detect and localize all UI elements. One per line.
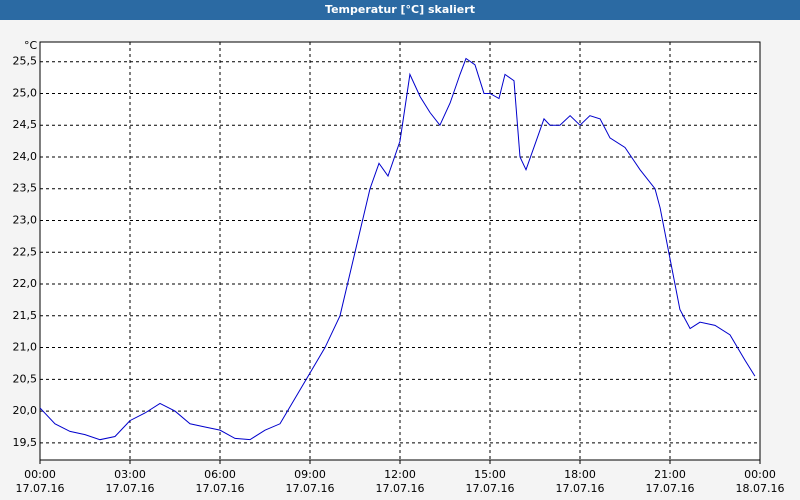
y-tick-label: 22,0	[13, 277, 38, 290]
data-line	[39, 57, 756, 441]
y-tick-label: 24,5	[13, 118, 38, 131]
x-tick-label: 06:00 17.07.16	[195, 468, 245, 495]
y-tick-label: 23,0	[13, 214, 38, 227]
x-tick-label: 00:00 18.07.16	[735, 468, 785, 495]
x-tick-label: 21:00 17.07.16	[645, 468, 695, 495]
x-tick-label: 15:00 17.07.16	[465, 468, 515, 495]
y-tick-label: 20,0	[13, 404, 38, 417]
x-tick-label: 03:00 17.07.16	[105, 468, 155, 495]
y-tick-label: 21,5	[13, 309, 38, 322]
x-tick-label: 18:00 17.07.16	[555, 468, 605, 495]
x-tick-label: 09:00 17.07.16	[285, 468, 335, 495]
x-tick-label: 12:00 17.07.16	[375, 468, 425, 495]
y-tick-label: 24,0	[13, 150, 38, 163]
y-tick-label: 21,0	[13, 341, 38, 354]
y-tick-label: 19,5	[13, 436, 38, 449]
x-tick-label: 00:00 17.07.16	[15, 468, 65, 495]
y-tick-label: 23,5	[13, 182, 38, 195]
y-tick-label: 25,5	[13, 55, 38, 68]
y-axis-label: °C	[24, 39, 38, 52]
y-tick-label: 25,0	[13, 86, 38, 99]
chart-title: Temperatur [°C] skaliert	[0, 0, 800, 20]
y-tick-label: 20,5	[13, 372, 38, 385]
y-tick-label: 22,5	[13, 245, 38, 258]
